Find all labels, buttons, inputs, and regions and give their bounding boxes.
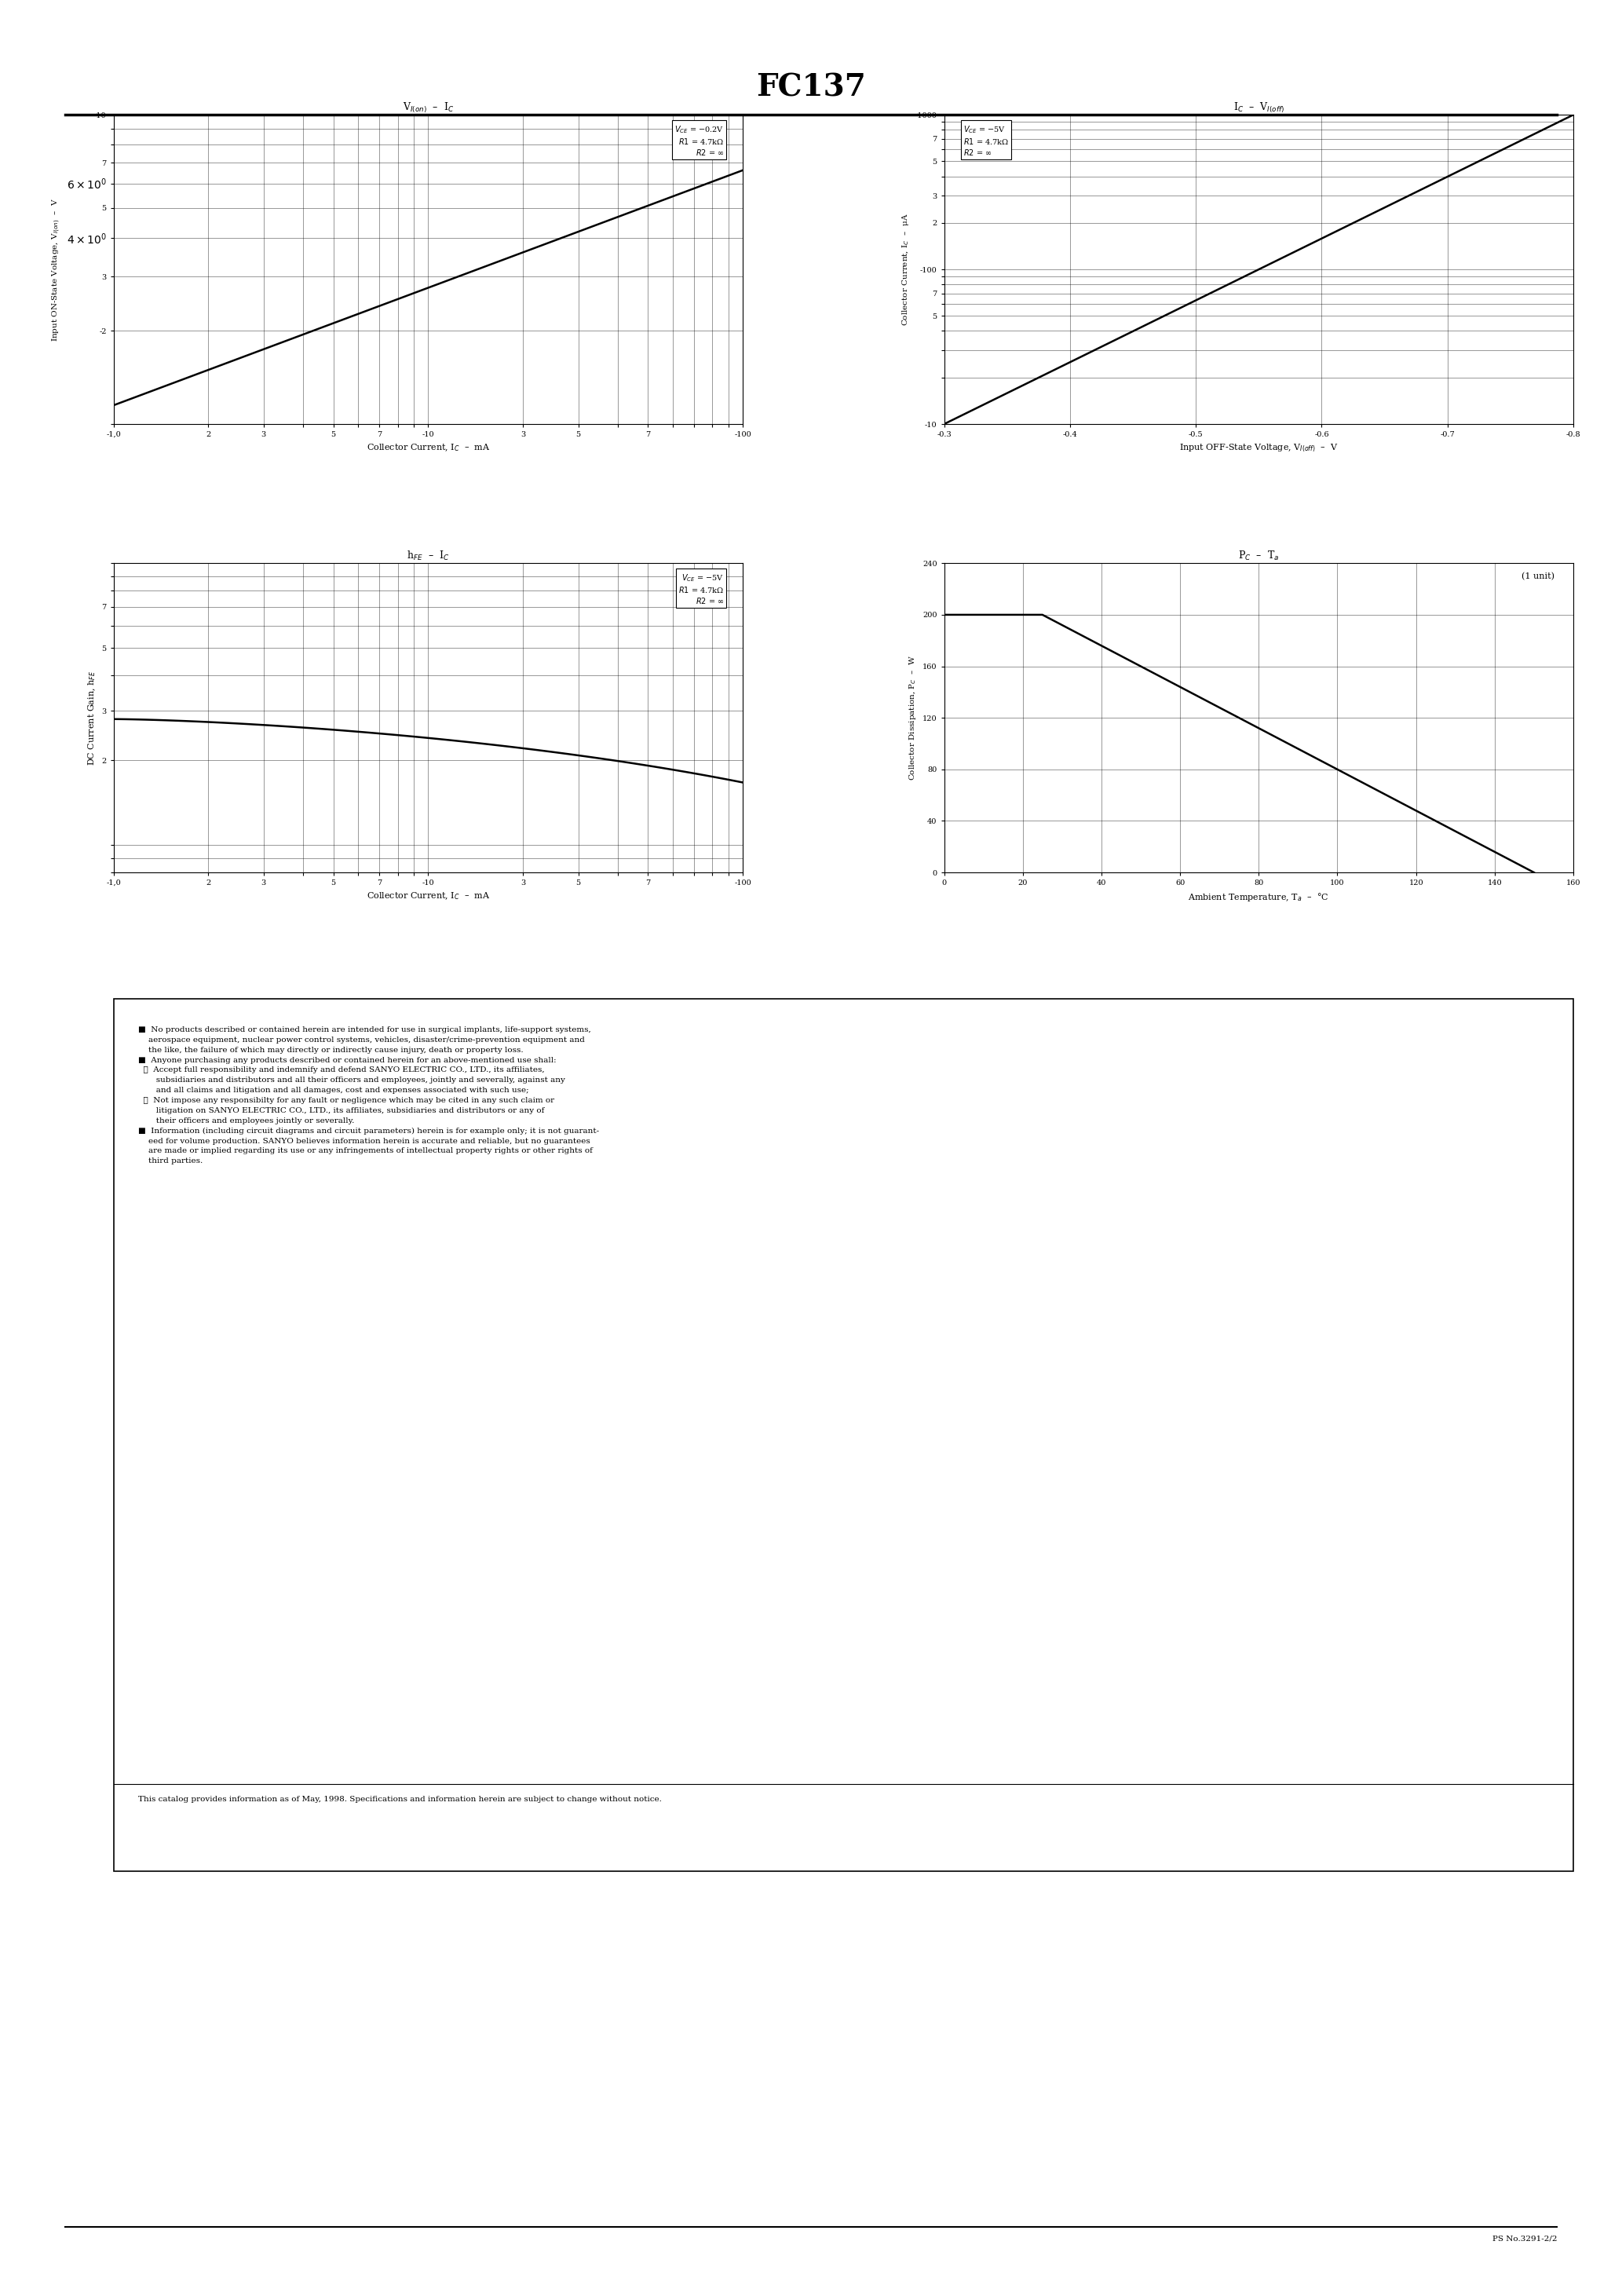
- X-axis label: Collector Current, I$_C$  –  mA: Collector Current, I$_C$ – mA: [367, 443, 490, 452]
- Text: FC137: FC137: [756, 73, 866, 101]
- Y-axis label: DC Current Gain, h$_{FE}$: DC Current Gain, h$_{FE}$: [86, 670, 97, 765]
- Text: (1 unit): (1 unit): [1521, 572, 1554, 581]
- Title: h$_{FE}$  –  I$_C$: h$_{FE}$ – I$_C$: [407, 549, 449, 563]
- Text: This catalog provides information as of May, 1998. Specifications and informatio: This catalog provides information as of …: [138, 1795, 662, 1802]
- X-axis label: Ambient Temperature, T$_a$  –  °C: Ambient Temperature, T$_a$ – °C: [1189, 891, 1330, 902]
- Text: PS No.3291-2/2: PS No.3291-2/2: [1492, 2234, 1557, 2243]
- Title: I$_C$  –  V$_{I(off)}$: I$_C$ – V$_{I(off)}$: [1233, 101, 1285, 115]
- Text: $V_{CE}$ = −5V
$R1$ = 4.7kΩ
$R2$ = ∞: $V_{CE}$ = −5V $R1$ = 4.7kΩ $R2$ = ∞: [678, 572, 723, 606]
- Text: $V_{CE}$ = −0.2V
$R1$ = 4.7kΩ
$R2$ = ∞: $V_{CE}$ = −0.2V $R1$ = 4.7kΩ $R2$ = ∞: [675, 124, 723, 156]
- Y-axis label: Collector Dissipation, P$_C$  –  W: Collector Dissipation, P$_C$ – W: [908, 654, 918, 781]
- Text: $V_{CE}$ = −5V
$R1$ = 4.7kΩ
$R2$ = ∞: $V_{CE}$ = −5V $R1$ = 4.7kΩ $R2$ = ∞: [963, 124, 1009, 156]
- Title: V$_{I(on)}$  –  I$_C$: V$_{I(on)}$ – I$_C$: [402, 101, 454, 115]
- X-axis label: Input OFF-State Voltage, V$_{I(off)}$  –  V: Input OFF-State Voltage, V$_{I(off)}$ – …: [1179, 443, 1338, 455]
- Y-axis label: Input ON-State Voltage, V$_{I(on)}$  –  V: Input ON-State Voltage, V$_{I(on)}$ – V: [50, 197, 62, 342]
- X-axis label: Collector Current, I$_C$  –  mA: Collector Current, I$_C$ – mA: [367, 891, 490, 902]
- Title: P$_C$  –  T$_a$: P$_C$ – T$_a$: [1238, 549, 1280, 563]
- Text: ■  No products described or contained herein are intended for use in surgical im: ■ No products described or contained her…: [138, 1026, 599, 1164]
- Y-axis label: Collector Current, I$_C$  –  μA: Collector Current, I$_C$ – μA: [900, 214, 912, 326]
